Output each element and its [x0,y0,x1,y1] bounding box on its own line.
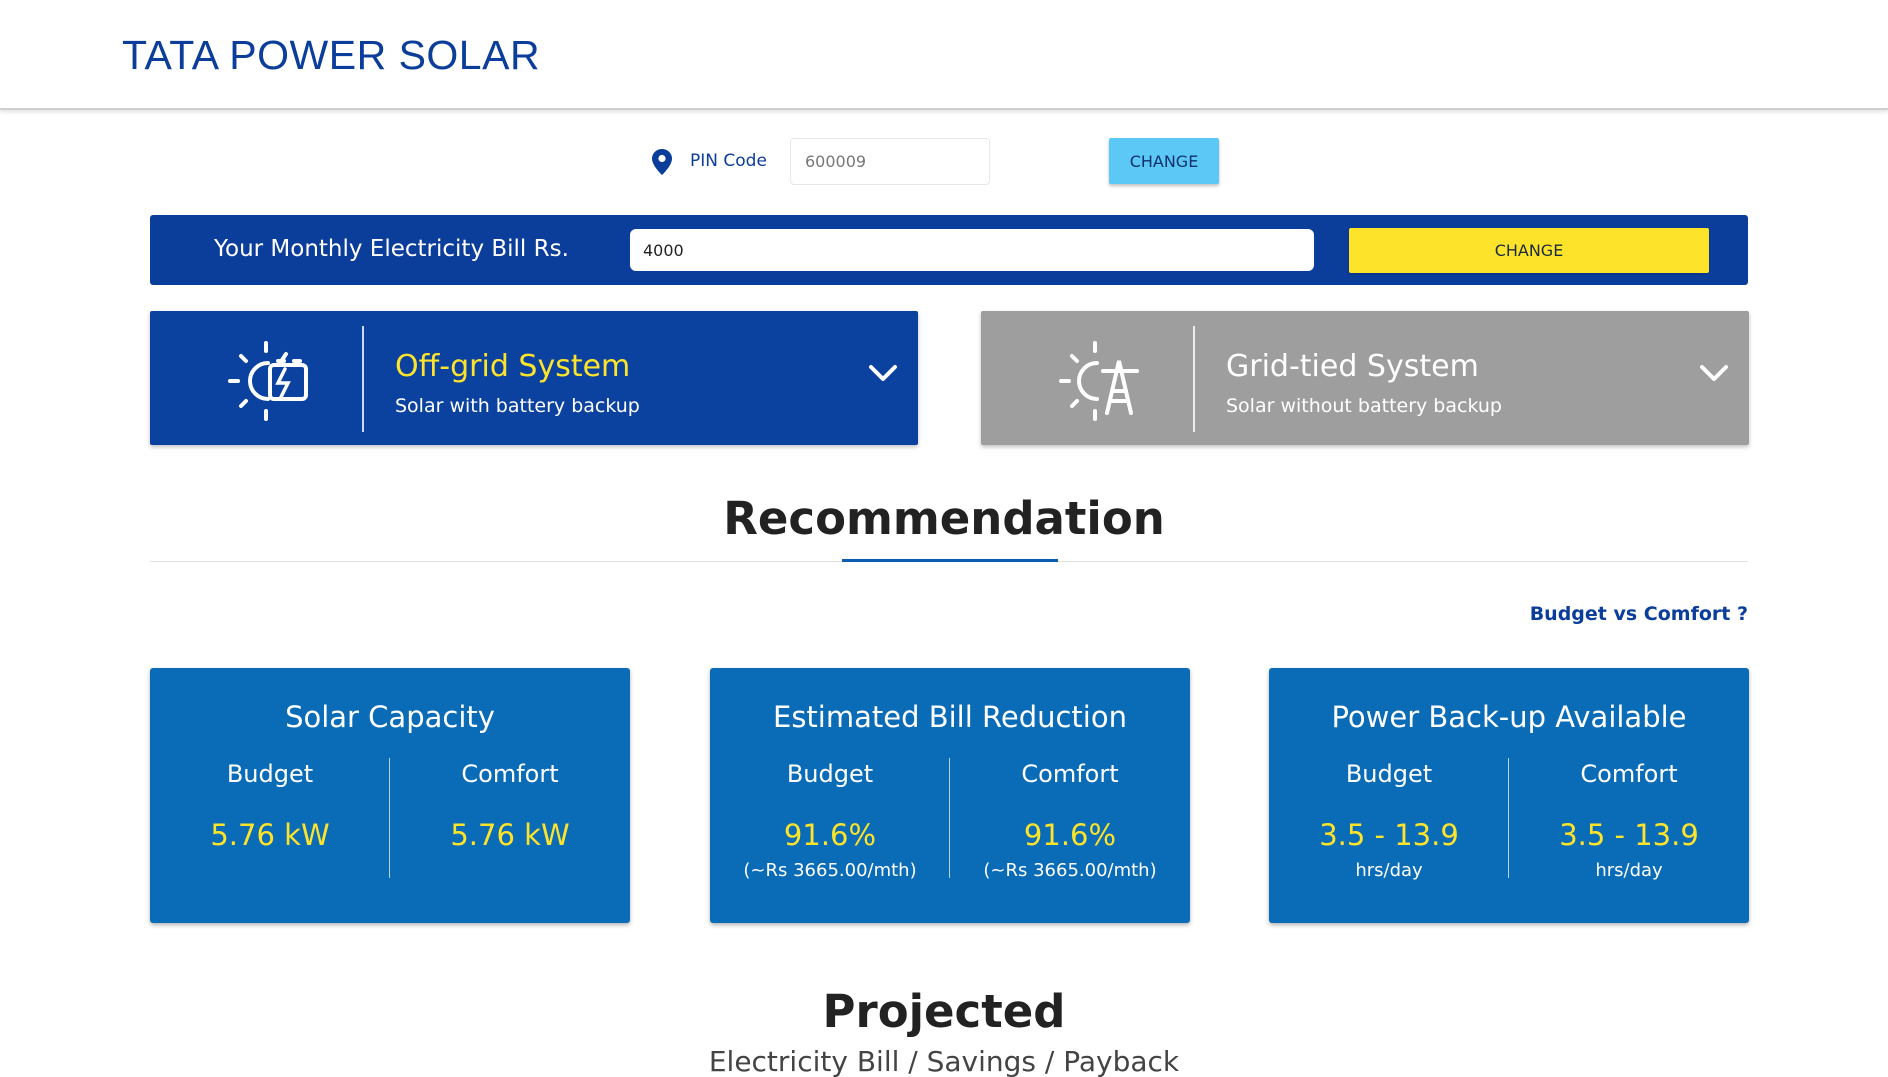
budget-note: (~Rs 3665.00/mth) [743,860,917,881]
card-title: Solar Capacity [285,700,495,734]
card-title: Estimated Bill Reduction [773,700,1127,734]
card-divider [389,758,390,878]
monthly-bill-bar: Your Monthly Electricity Bill Rs. CHANGE [150,215,1748,285]
card-title: Power Back-up Available [1331,700,1687,734]
card-divider [362,326,364,432]
grid-tied-subtitle: Solar without battery backup [1226,395,1502,417]
chevron-down-icon[interactable] [868,363,898,383]
pin-change-button[interactable]: CHANGE [1109,138,1219,184]
heading-underline [842,559,1058,562]
card-divider [949,758,950,878]
brand-title[interactable]: TATA POWER SOLAR [122,32,541,78]
comfort-column: Comfort 3.5 - 13.9 hrs/day [1509,760,1749,881]
off-grid-subtitle: Solar with battery backup [395,395,640,417]
projected-heading: Projected [822,985,1066,1038]
solar-capacity-card: Solar Capacity Budget 5.76 kW Comfort 5.… [150,668,630,923]
card-divider [1193,326,1195,432]
comfort-value: 5.76 kW [450,818,570,852]
off-grid-system-card[interactable]: Off-grid System Solar with battery backu… [150,311,918,445]
projected-subtitle: Electricity Bill / Savings / Payback [708,1045,1180,1077]
bill-change-button[interactable]: CHANGE [1349,228,1709,273]
comfort-label: Comfort [1580,760,1678,788]
grid-tied-system-card[interactable]: Grid-tied System Solar without battery b… [981,311,1749,445]
power-backup-card: Power Back-up Available Budget 3.5 - 13.… [1269,668,1749,923]
card-divider [1508,758,1509,878]
recommendation-heading: Recommendation [723,492,1165,545]
comfort-value: 3.5 - 13.9 [1559,818,1699,852]
comfort-column: Comfort 91.6% (~Rs 3665.00/mth) [950,760,1190,881]
chevron-down-icon[interactable] [1699,363,1729,383]
grid-tied-title: Grid-tied System [1226,349,1479,384]
budget-column: Budget 3.5 - 13.9 hrs/day [1269,760,1509,881]
budget-label: Budget [226,760,314,788]
top-bar: TATA POWER SOLAR [0,0,1888,110]
pin-code-input[interactable] [790,138,990,185]
comfort-label: Comfort [1021,760,1119,788]
budget-vs-comfort-link[interactable]: Budget vs Comfort ? [1529,603,1748,625]
budget-column: Budget 5.76 kW [150,760,390,852]
solar-grid-tower-icon [1059,341,1139,421]
budget-label: Budget [1345,760,1433,788]
budget-value: 91.6% [783,818,877,852]
comfort-column: Comfort 5.76 kW [390,760,630,852]
location-pin-icon [652,149,672,175]
comfort-note: hrs/day [1595,860,1663,881]
off-grid-title: Off-grid System [395,349,631,384]
comfort-label: Comfort [461,760,559,788]
budget-label: Budget [786,760,874,788]
budget-column: Budget 91.6% (~Rs 3665.00/mth) [710,760,950,881]
pin-code-row: PIN Code CHANGE [0,137,1888,187]
budget-value: 5.76 kW [210,818,330,852]
solar-battery-icon [228,341,308,421]
comfort-value: 91.6% [1023,818,1117,852]
budget-note: hrs/day [1355,860,1423,881]
pin-code-label: PIN Code [690,151,767,171]
monthly-bill-label: Your Monthly Electricity Bill Rs. [214,236,569,262]
budget-value: 3.5 - 13.9 [1319,818,1459,852]
comfort-note: (~Rs 3665.00/mth) [983,860,1157,881]
bill-reduction-card: Estimated Bill Reduction Budget 91.6% (~… [710,668,1190,923]
monthly-bill-input[interactable] [630,229,1314,271]
